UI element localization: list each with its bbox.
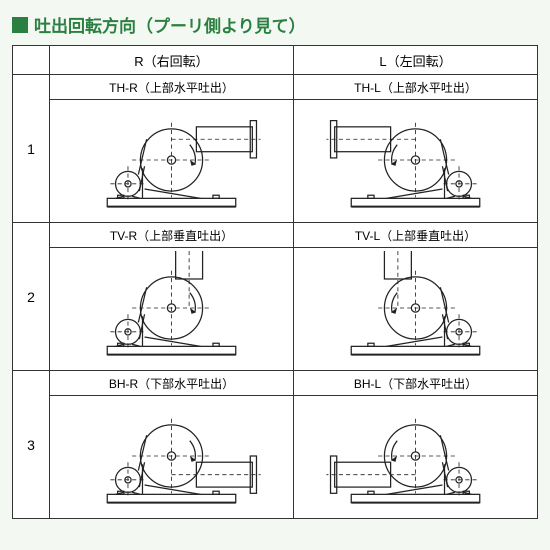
corner-cell (13, 46, 50, 75)
row2-right-label: TV-R（上部垂直吐出） (50, 223, 294, 248)
row1-right-label: TH-R（上部水平吐出） (50, 75, 294, 100)
row-number: 3 (13, 371, 50, 519)
row1-left-diagram (294, 100, 538, 223)
header-left: L（左回転） (294, 46, 538, 75)
row3-left-diagram (294, 396, 538, 519)
header-right: R（右回転） (50, 46, 294, 75)
row2-left-label: TV-L（上部垂直吐出） (294, 223, 538, 248)
row-number: 2 (13, 223, 50, 371)
row2-left-diagram (294, 248, 538, 371)
row3-left-label: BH-L（下部水平吐出） (294, 371, 538, 396)
title-row: 吐出回転方向（プーリ側より見て） (12, 12, 538, 37)
row2-right-diagram (50, 248, 294, 371)
title-marker-icon (12, 17, 28, 33)
rotation-table: R（右回転） L（左回転） 1 TH-R（上部水平吐出） TH-L（上部水平吐出… (12, 45, 538, 519)
page-title: 吐出回転方向（プーリ側より見て） (34, 12, 306, 37)
row3-right-diagram (50, 396, 294, 519)
row3-right-label: BH-R（下部水平吐出） (50, 371, 294, 396)
row-number: 1 (13, 75, 50, 223)
row1-right-diagram (50, 100, 294, 223)
row1-left-label: TH-L（上部水平吐出） (294, 75, 538, 100)
